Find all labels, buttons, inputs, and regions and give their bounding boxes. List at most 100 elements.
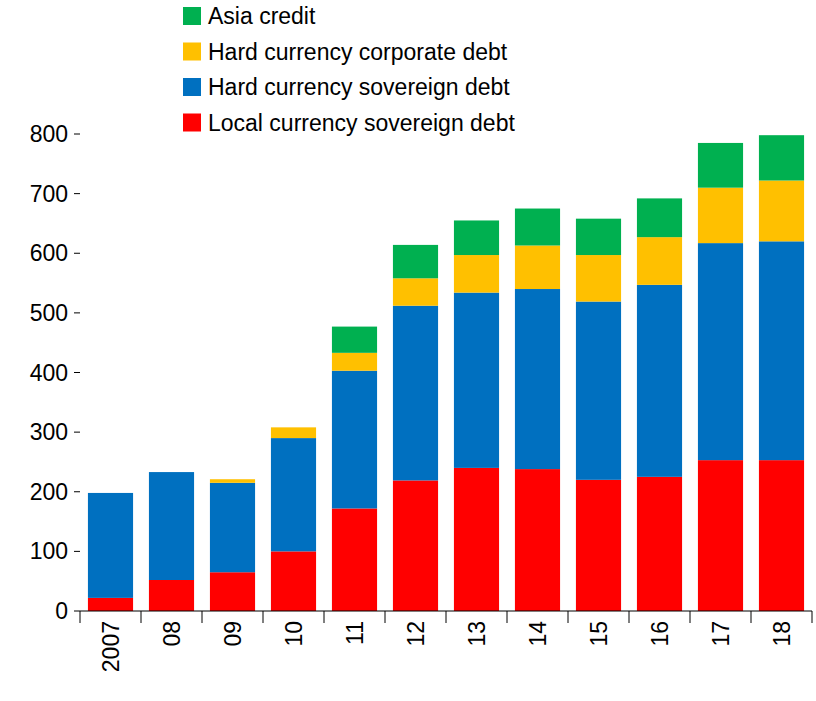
y-tick-label: 100 bbox=[30, 538, 68, 564]
legend-label: Asia credit bbox=[208, 3, 316, 29]
bar-segment bbox=[759, 181, 804, 242]
bar-segment bbox=[698, 143, 743, 188]
legend-label: Hard currency corporate debt bbox=[208, 39, 508, 65]
x-tick-label: 17 bbox=[708, 621, 734, 647]
y-tick-label: 800 bbox=[30, 121, 68, 147]
y-tick bbox=[74, 372, 80, 373]
y-tick bbox=[74, 193, 80, 194]
bar-segment bbox=[454, 468, 499, 611]
bar-segment bbox=[637, 198, 682, 237]
bar-segment bbox=[698, 188, 743, 243]
bar-segment bbox=[210, 479, 255, 483]
bar-segment bbox=[332, 371, 377, 509]
bar-segment bbox=[210, 479, 255, 480]
bar-segment bbox=[210, 483, 255, 572]
legend-label: Local currency sovereign debt bbox=[208, 110, 515, 136]
bar-segment bbox=[637, 237, 682, 285]
bar-segment bbox=[271, 427, 316, 438]
y-tick bbox=[74, 491, 80, 492]
x-tick-label: 2007 bbox=[98, 621, 124, 672]
y-tick-label: 200 bbox=[30, 479, 68, 505]
x-separator bbox=[568, 611, 569, 623]
y-tick-label: 0 bbox=[55, 598, 68, 624]
x-separator bbox=[80, 611, 81, 623]
y-tick bbox=[74, 432, 80, 433]
y-tick bbox=[74, 551, 80, 552]
x-separator bbox=[263, 611, 264, 623]
y-tick bbox=[74, 611, 80, 612]
legend-swatch bbox=[183, 114, 201, 132]
x-tick-label: 12 bbox=[403, 621, 429, 647]
bar-segment bbox=[515, 209, 560, 246]
y-tick-label: 300 bbox=[30, 419, 68, 445]
x-separator bbox=[202, 611, 203, 623]
legend-swatch bbox=[183, 43, 201, 61]
bar-segment bbox=[759, 135, 804, 180]
bar-segment bbox=[759, 241, 804, 460]
bar-segment bbox=[515, 469, 560, 611]
x-separator bbox=[324, 611, 325, 623]
bar-segment bbox=[698, 243, 743, 460]
x-tick-label: 14 bbox=[525, 621, 551, 647]
x-separator bbox=[751, 611, 752, 623]
bar-segment bbox=[149, 472, 194, 580]
bar-segment bbox=[88, 598, 133, 611]
bar-segment bbox=[393, 278, 438, 305]
bar-segment bbox=[271, 427, 316, 428]
x-tick-label: 13 bbox=[464, 621, 490, 647]
bar-segment bbox=[149, 580, 194, 611]
y-tick-label: 400 bbox=[30, 360, 68, 386]
x-separator bbox=[141, 611, 142, 623]
bar-segment bbox=[271, 438, 316, 551]
bar-segment bbox=[332, 508, 377, 611]
y-tick bbox=[74, 253, 80, 254]
x-tick-label: 10 bbox=[281, 621, 307, 647]
bar-segment bbox=[637, 285, 682, 477]
bar-segment bbox=[149, 472, 194, 473]
x-separator bbox=[507, 611, 508, 623]
bar-segment bbox=[149, 472, 194, 473]
y-tick-label: 700 bbox=[30, 181, 68, 207]
x-separator bbox=[690, 611, 691, 623]
x-separator bbox=[385, 611, 386, 623]
bar-segment bbox=[393, 480, 438, 611]
x-tick-label: 16 bbox=[647, 621, 673, 647]
bar-segment bbox=[332, 353, 377, 371]
bar-segment bbox=[393, 306, 438, 481]
legend-label: Hard currency sovereign debt bbox=[208, 74, 510, 100]
bar-segment bbox=[332, 327, 377, 353]
bar-segment bbox=[88, 492, 133, 493]
bar-segment bbox=[454, 255, 499, 293]
bar-segment bbox=[454, 293, 499, 468]
x-tick-label: 18 bbox=[769, 621, 795, 647]
x-tick-label: 09 bbox=[220, 621, 246, 647]
bar-segment bbox=[576, 255, 621, 302]
bar-segment bbox=[88, 492, 133, 493]
y-tick bbox=[74, 134, 80, 135]
bar-segment bbox=[576, 480, 621, 611]
x-tick-label: 11 bbox=[342, 621, 368, 645]
bars bbox=[88, 135, 804, 611]
bar-segment bbox=[515, 245, 560, 289]
bar-segment bbox=[637, 477, 682, 611]
chart: 0 100 200 300 400 500 600 700 800 2007 08 09 10 11 12 1… bbox=[0, 0, 816, 701]
y-tick bbox=[74, 312, 80, 313]
bar-segment bbox=[210, 572, 255, 611]
bar-segment bbox=[576, 219, 621, 255]
x-separator bbox=[812, 611, 813, 623]
bar-segment bbox=[698, 460, 743, 611]
legend-swatch bbox=[183, 78, 201, 96]
bar-segment bbox=[88, 493, 133, 598]
legend: Asia credit Hard currency corporate debt H… bbox=[183, 3, 515, 136]
bar-segment bbox=[454, 220, 499, 255]
bar-segment bbox=[393, 245, 438, 278]
x-tick-label: 08 bbox=[159, 621, 185, 647]
legend-swatch bbox=[183, 7, 201, 25]
y-tick-label: 600 bbox=[30, 240, 68, 266]
bar-segment bbox=[271, 551, 316, 611]
x-separator bbox=[446, 611, 447, 623]
bar-segment bbox=[576, 302, 621, 480]
bar-segment bbox=[759, 460, 804, 611]
bar-segment bbox=[515, 289, 560, 469]
y-tick-label: 500 bbox=[30, 300, 68, 326]
